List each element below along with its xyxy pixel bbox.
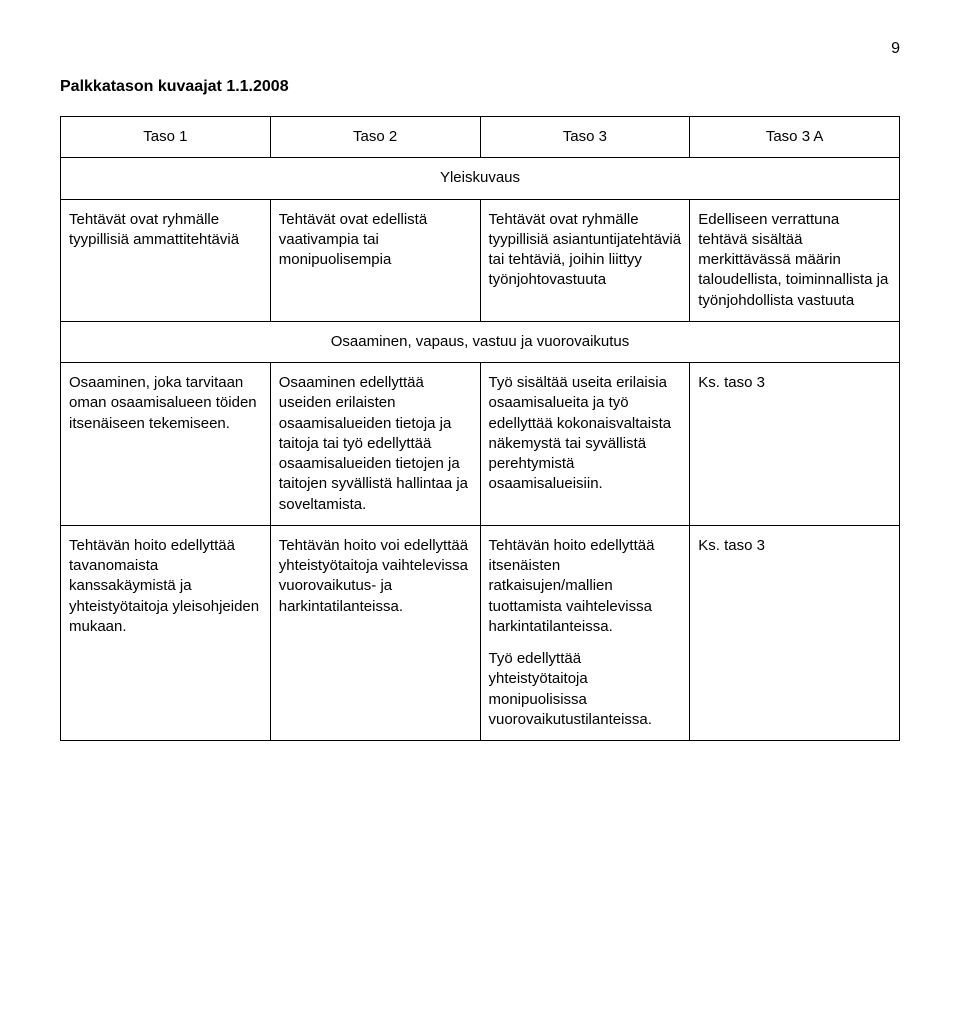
row3-c3-p2: Työ edellyttää yhteistyötaitoja monipuol… [489, 649, 682, 730]
table-row: Tehtävän hoito edellyttää tavanomaista k… [61, 525, 900, 740]
table-row: Tehtävät ovat ryhmälle tyypillisiä ammat… [61, 199, 900, 321]
page-number: 9 [60, 40, 900, 58]
page-title: Palkkatason kuvaajat 1.1.2008 [60, 78, 900, 96]
row3-c3-p1: Tehtävän hoito edellyttää itsenäisten ra… [489, 536, 682, 637]
row1-c1: Tehtävät ovat ryhmälle tyypillisiä ammat… [61, 199, 271, 321]
col-header-4: Taso 3 A [690, 117, 900, 158]
table-header-row: Taso 1 Taso 2 Taso 3 Taso 3 A [61, 117, 900, 158]
col-header-1: Taso 1 [61, 117, 271, 158]
col-header-3: Taso 3 [480, 117, 690, 158]
col-header-2: Taso 2 [270, 117, 480, 158]
row2-c2: Osaaminen edellyttää useiden erilaisten … [270, 363, 480, 526]
section2-header: Osaaminen, vapaus, vastuu ja vuorovaikut… [61, 321, 900, 362]
section1-header: Yleiskuvaus [61, 158, 900, 199]
row1-c2: Tehtävät ovat edellistä vaativampia tai … [270, 199, 480, 321]
table-row: Osaaminen, joka tarvitaan oman osaamisal… [61, 363, 900, 526]
row2-c4: Ks. taso 3 [690, 363, 900, 526]
palkkataso-table: Taso 1 Taso 2 Taso 3 Taso 3 A Yleiskuvau… [60, 116, 900, 741]
row3-c2: Tehtävän hoito voi edellyttää yhteistyöt… [270, 525, 480, 740]
row3-c3: Tehtävän hoito edellyttää itsenäisten ra… [480, 525, 690, 740]
row2-c1: Osaaminen, joka tarvitaan oman osaamisal… [61, 363, 271, 526]
row3-c1: Tehtävän hoito edellyttää tavanomaista k… [61, 525, 271, 740]
row1-c3: Tehtävät ovat ryhmälle tyypillisiä asian… [480, 199, 690, 321]
row1-c4: Edelliseen verrattuna tehtävä sisältää m… [690, 199, 900, 321]
section-header-row: Yleiskuvaus [61, 158, 900, 199]
row2-c3: Työ sisältää useita erilaisia osaamisalu… [480, 363, 690, 526]
section-header-row: Osaaminen, vapaus, vastuu ja vuorovaikut… [61, 321, 900, 362]
row3-c4: Ks. taso 3 [690, 525, 900, 740]
